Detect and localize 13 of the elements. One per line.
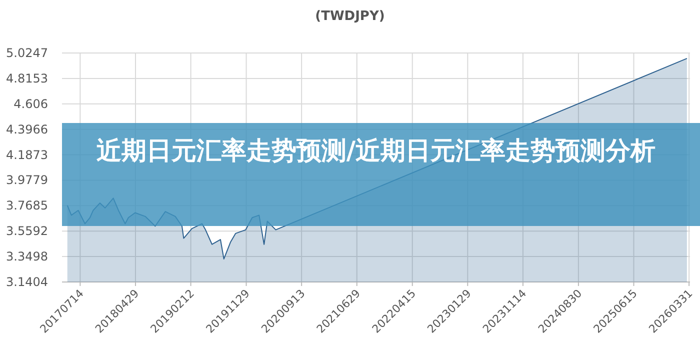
y-tick-label: 4.1873 <box>6 148 48 162</box>
chart-title: (TWDJPY) <box>315 9 385 24</box>
y-tick-label: 3.5592 <box>6 224 48 238</box>
y-tick-label: 3.7685 <box>6 198 48 213</box>
y-tick-label: 4.3966 <box>6 122 48 136</box>
y-tick-label: 5.0247 <box>6 46 48 60</box>
annotation: 近期日元汇率走势预测/近期日元汇率走势预测分析 <box>95 135 657 167</box>
y-tick-label: 3.1404 <box>6 275 48 289</box>
y-tick-label: 4.8153 <box>6 71 48 86</box>
picture-banner: 近期日元汇率走势预测/近期日元汇率走势预测分析 <box>62 123 700 226</box>
y-tick-label: 3.3498 <box>6 250 48 264</box>
y-tick-label: 4.606 <box>14 96 48 111</box>
y-tick-label: 3.9779 <box>6 173 48 188</box>
